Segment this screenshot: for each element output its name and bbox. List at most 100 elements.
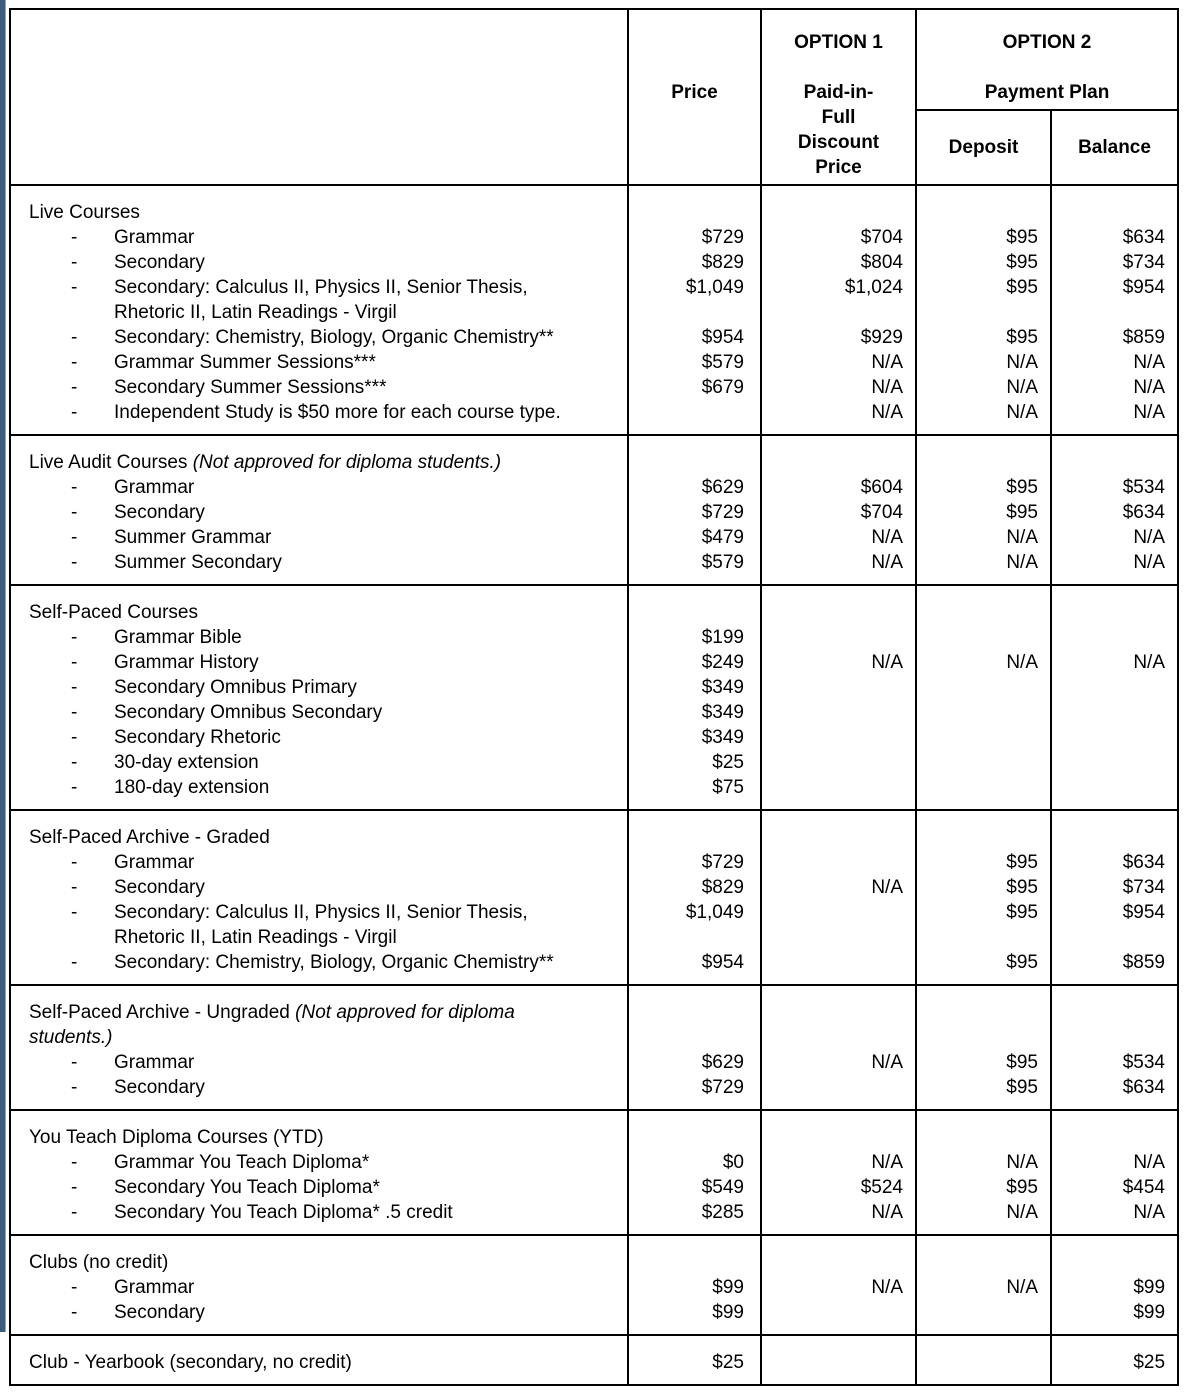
value-line — [629, 400, 744, 425]
price-column-header: Price — [627, 8, 762, 186]
course-item-line: - Grammar Summer Sessions*** — [21, 350, 623, 375]
bullet-dash: - — [71, 402, 78, 423]
value-line — [629, 825, 744, 850]
section-title-line: Club - Yearbook (secondary, no credit) — [21, 1350, 623, 1375]
course-item-line: - Secondary — [21, 1300, 623, 1325]
bullet-dash: - — [71, 1277, 78, 1298]
value-line: $479 — [701, 527, 744, 548]
value-line: $99 — [712, 1302, 744, 1323]
value-line: $634 — [1122, 227, 1166, 248]
section-row-live-courses: Live Courses - Grammar - Secondary - Secondary… — [9, 184, 1180, 436]
value-line — [917, 1000, 1038, 1025]
bullet-dash: - — [71, 1177, 78, 1198]
label-text: Secondary: Chemistry, Biology, Organic C… — [114, 327, 554, 348]
course-item-line: - Grammar — [21, 475, 623, 500]
value-line — [917, 300, 1038, 325]
option1-subtitle-line4: Price — [815, 157, 862, 178]
value-line: $285 — [701, 1202, 744, 1223]
bullet-dash: - — [71, 902, 78, 923]
value-line: N/A — [1133, 352, 1166, 373]
value-line — [1052, 450, 1165, 475]
value-line — [762, 850, 903, 875]
left-edge-stripe — [0, 0, 6, 1332]
label-text: Grammar Summer Sessions*** — [114, 352, 376, 373]
bullet-dash: - — [71, 502, 78, 523]
label-cell-self-paced-courses: Self-Paced Courses - Grammar Bible - Grammar… — [9, 584, 629, 811]
value-line — [1052, 200, 1165, 225]
balance-cell-clubs: $99 $99 — [1049, 1234, 1180, 1336]
label-text: Summer Secondary — [114, 552, 282, 573]
label-text: Secondary — [114, 1302, 205, 1323]
section-title-line: Clubs (no credit) — [21, 1250, 623, 1275]
value-line — [762, 1000, 903, 1025]
section-title-line: Live Audit Courses (Not approved for dip… — [21, 450, 623, 475]
value-line: $95 — [1006, 1177, 1038, 1198]
label-cell-self-paced-archive-ungraded: Self-Paced Archive - Ungraded (Not appro… — [9, 984, 629, 1111]
course-item-line: - Grammar Bible — [21, 625, 623, 650]
value-line — [1052, 925, 1165, 950]
label-text: Secondary: Chemistry, Biology, Organic C… — [114, 952, 554, 973]
value-line: $95 — [1006, 252, 1038, 273]
value-line: $1,024 — [844, 277, 903, 298]
bullet-dash: - — [71, 852, 78, 873]
value-line: $99 — [1133, 1302, 1166, 1323]
value-line — [762, 600, 903, 625]
value-line: $95 — [1006, 902, 1038, 923]
price-header-label: Price — [671, 82, 718, 103]
label-text: Grammar Bible — [114, 627, 242, 648]
value-line: N/A — [1133, 552, 1166, 573]
value-line — [629, 450, 744, 475]
bullet-dash: - — [71, 877, 78, 898]
value-line: $729 — [701, 1077, 744, 1098]
section-title-line: students.) — [21, 1025, 623, 1050]
deposit-cell-self-paced-courses: N/A — [915, 584, 1052, 811]
value-line — [917, 825, 1038, 850]
value-line — [629, 925, 744, 950]
value-line: N/A — [1133, 652, 1166, 673]
value-line: N/A — [871, 552, 903, 573]
deposit-cell-clubs: N/A — [915, 1234, 1052, 1336]
value-line: $579 — [701, 352, 744, 373]
value-line: $249 — [701, 652, 744, 673]
value-line — [762, 725, 903, 750]
value-line: $734 — [1122, 252, 1166, 273]
label-text: Self-Paced Courses — [29, 602, 198, 623]
value-line — [762, 700, 903, 725]
value-line: $804 — [860, 252, 903, 273]
value-line: $679 — [701, 377, 744, 398]
course-item-line: - Secondary Summer Sessions*** — [21, 375, 623, 400]
value-line: $95 — [1006, 227, 1038, 248]
value-line: N/A — [871, 1052, 903, 1073]
section-row-self-paced-courses: Self-Paced Courses - Grammar Bible - Grammar… — [9, 584, 1180, 811]
bullet-dash: - — [71, 652, 78, 673]
label-text: Self-Paced Archive - Graded — [29, 827, 270, 848]
label-cell-live-audit-courses: Live Audit Courses (Not approved for dip… — [9, 434, 629, 586]
value-line — [1052, 700, 1165, 725]
value-line: $729 — [701, 502, 744, 523]
label-column-header — [9, 8, 629, 186]
section-title-line: Self-Paced Archive - Graded — [21, 825, 623, 850]
label-text: Club - Yearbook (secondary, no credit) — [29, 1352, 352, 1373]
course-item-line: - Grammar — [21, 850, 623, 875]
value-line: N/A — [871, 377, 903, 398]
value-line — [917, 725, 1038, 750]
label-text: Independent Study is $50 more for each c… — [114, 402, 561, 423]
balance-cell-live-courses: $634 $734 $954 $859 N/A N/A N/A — [1049, 184, 1180, 436]
value-line: $95 — [1006, 502, 1038, 523]
value-line: $99 — [712, 1277, 744, 1298]
label-cell-club-yearbook: Club - Yearbook (secondary, no credit) — [9, 1334, 629, 1386]
price-cell-you-teach-diploma-courses: $0 $549 $285 — [627, 1109, 762, 1236]
course-item-line: - Secondary: Chemistry, Biology, Organic … — [21, 950, 623, 975]
pricing-table: Price OPTION 1 Paid-in- Full Discount Pr… — [9, 8, 1180, 1386]
value-line: $954 — [1122, 277, 1166, 298]
label-text: Grammar — [114, 477, 195, 498]
course-item-line: - Secondary: Calculus II, Physics II, Sen… — [21, 900, 623, 925]
option1-cell-clubs: N/A — [760, 1234, 917, 1336]
value-line — [762, 300, 903, 325]
value-line: N/A — [1133, 1152, 1166, 1173]
value-line — [629, 1125, 744, 1150]
option1-subtitle-line3: Discount — [797, 132, 880, 153]
label-text-italic: (Not approved for diploma students.) — [192, 452, 502, 473]
option1-title: OPTION 1 — [794, 32, 883, 53]
value-line — [917, 1300, 1038, 1325]
